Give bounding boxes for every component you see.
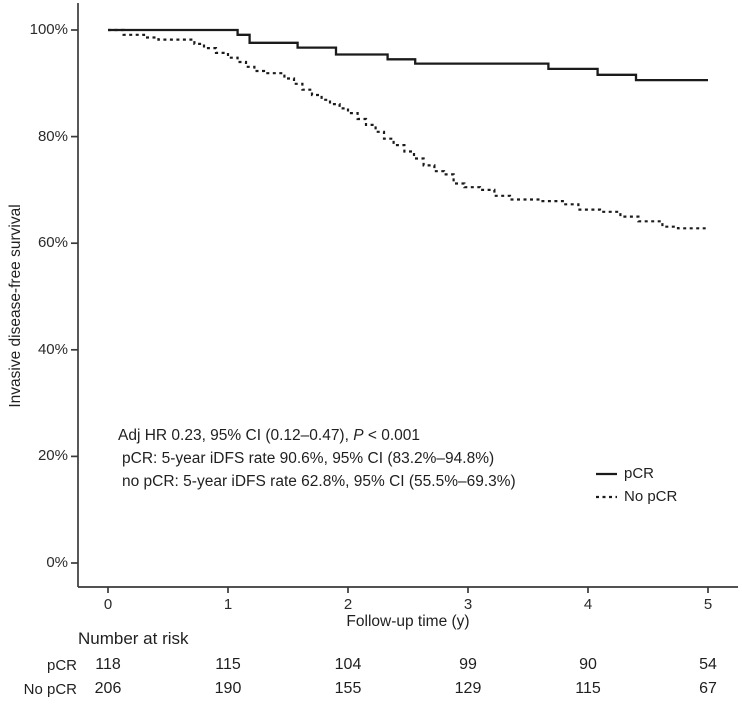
- y-tick-label-100: 100%: [29, 21, 68, 38]
- risk-value: 99: [459, 656, 477, 673]
- risk-value: 115: [575, 680, 601, 697]
- solid-line-swatch-icon: [596, 472, 617, 475]
- pcr-curve: [108, 28, 708, 82]
- risk-value: 118: [95, 656, 121, 673]
- p-value-symbol: P: [353, 427, 364, 444]
- risk-value: 129: [454, 680, 482, 697]
- legend-label-pcr: pCR: [624, 465, 655, 482]
- y-tick-label-40: 40%: [37, 341, 68, 358]
- legend: pCR No pCR: [596, 462, 677, 508]
- no-pcr-rate-line: no pCR: 5-year iDFS rate 62.8%, 95% CI (…: [122, 473, 516, 490]
- risk-value: 67: [699, 680, 717, 697]
- x-tick-label-4: 4: [583, 596, 593, 613]
- axes: [71, 3, 738, 593]
- y-tick-label-0: 0%: [46, 554, 68, 571]
- y-tick-label-80: 80%: [37, 128, 68, 145]
- legend-item-pcr: pCR: [596, 462, 677, 485]
- no-pcr-curve: [108, 28, 708, 230]
- risk-value: 104: [334, 656, 362, 673]
- risk-value: 115: [215, 656, 241, 673]
- risk-value: 54: [699, 656, 717, 673]
- risk-value: 90: [579, 656, 597, 673]
- pcr-rate-line: pCR: 5-year iDFS rate 90.6%, 95% CI (83.…: [122, 450, 495, 467]
- x-tick-label-1: 1: [223, 596, 233, 613]
- x-tick-label-2: 2: [343, 596, 353, 613]
- x-tick-label-0: 0: [103, 596, 113, 613]
- hr-text-suffix: < 0.001: [363, 427, 421, 444]
- risk-row-label-no-pcr: No pCR: [23, 681, 77, 698]
- risk-value: 155: [334, 680, 362, 697]
- y-tick-label-20: 20%: [37, 447, 68, 464]
- legend-item-no-pcr: No pCR: [596, 485, 677, 508]
- y-tick-label-60: 60%: [37, 234, 68, 251]
- risk-value: 206: [94, 680, 122, 697]
- hr-annotation-line: Adj HR 0.23, 95% CI (0.12–0.47), P < 0.0…: [118, 424, 516, 447]
- stats-annotation: Adj HR 0.23, 95% CI (0.12–0.47), P < 0.0…: [118, 424, 516, 493]
- x-tick-label-5: 5: [703, 596, 713, 613]
- risk-row-label-pcr: pCR: [46, 657, 77, 674]
- dotted-line-swatch-icon: [596, 495, 617, 498]
- x-axis-title: Follow-up time (y): [346, 613, 470, 630]
- hr-text-prefix: Adj HR 0.23, 95% CI (0.12–0.47),: [118, 427, 354, 444]
- risk-table-title: Number at risk: [78, 629, 189, 648]
- risk-value: 190: [214, 680, 242, 697]
- legend-label-no-pcr: No pCR: [624, 488, 678, 505]
- y-axis-title: Invasive disease-free survival: [7, 204, 24, 408]
- x-tick-label-3: 3: [463, 596, 473, 613]
